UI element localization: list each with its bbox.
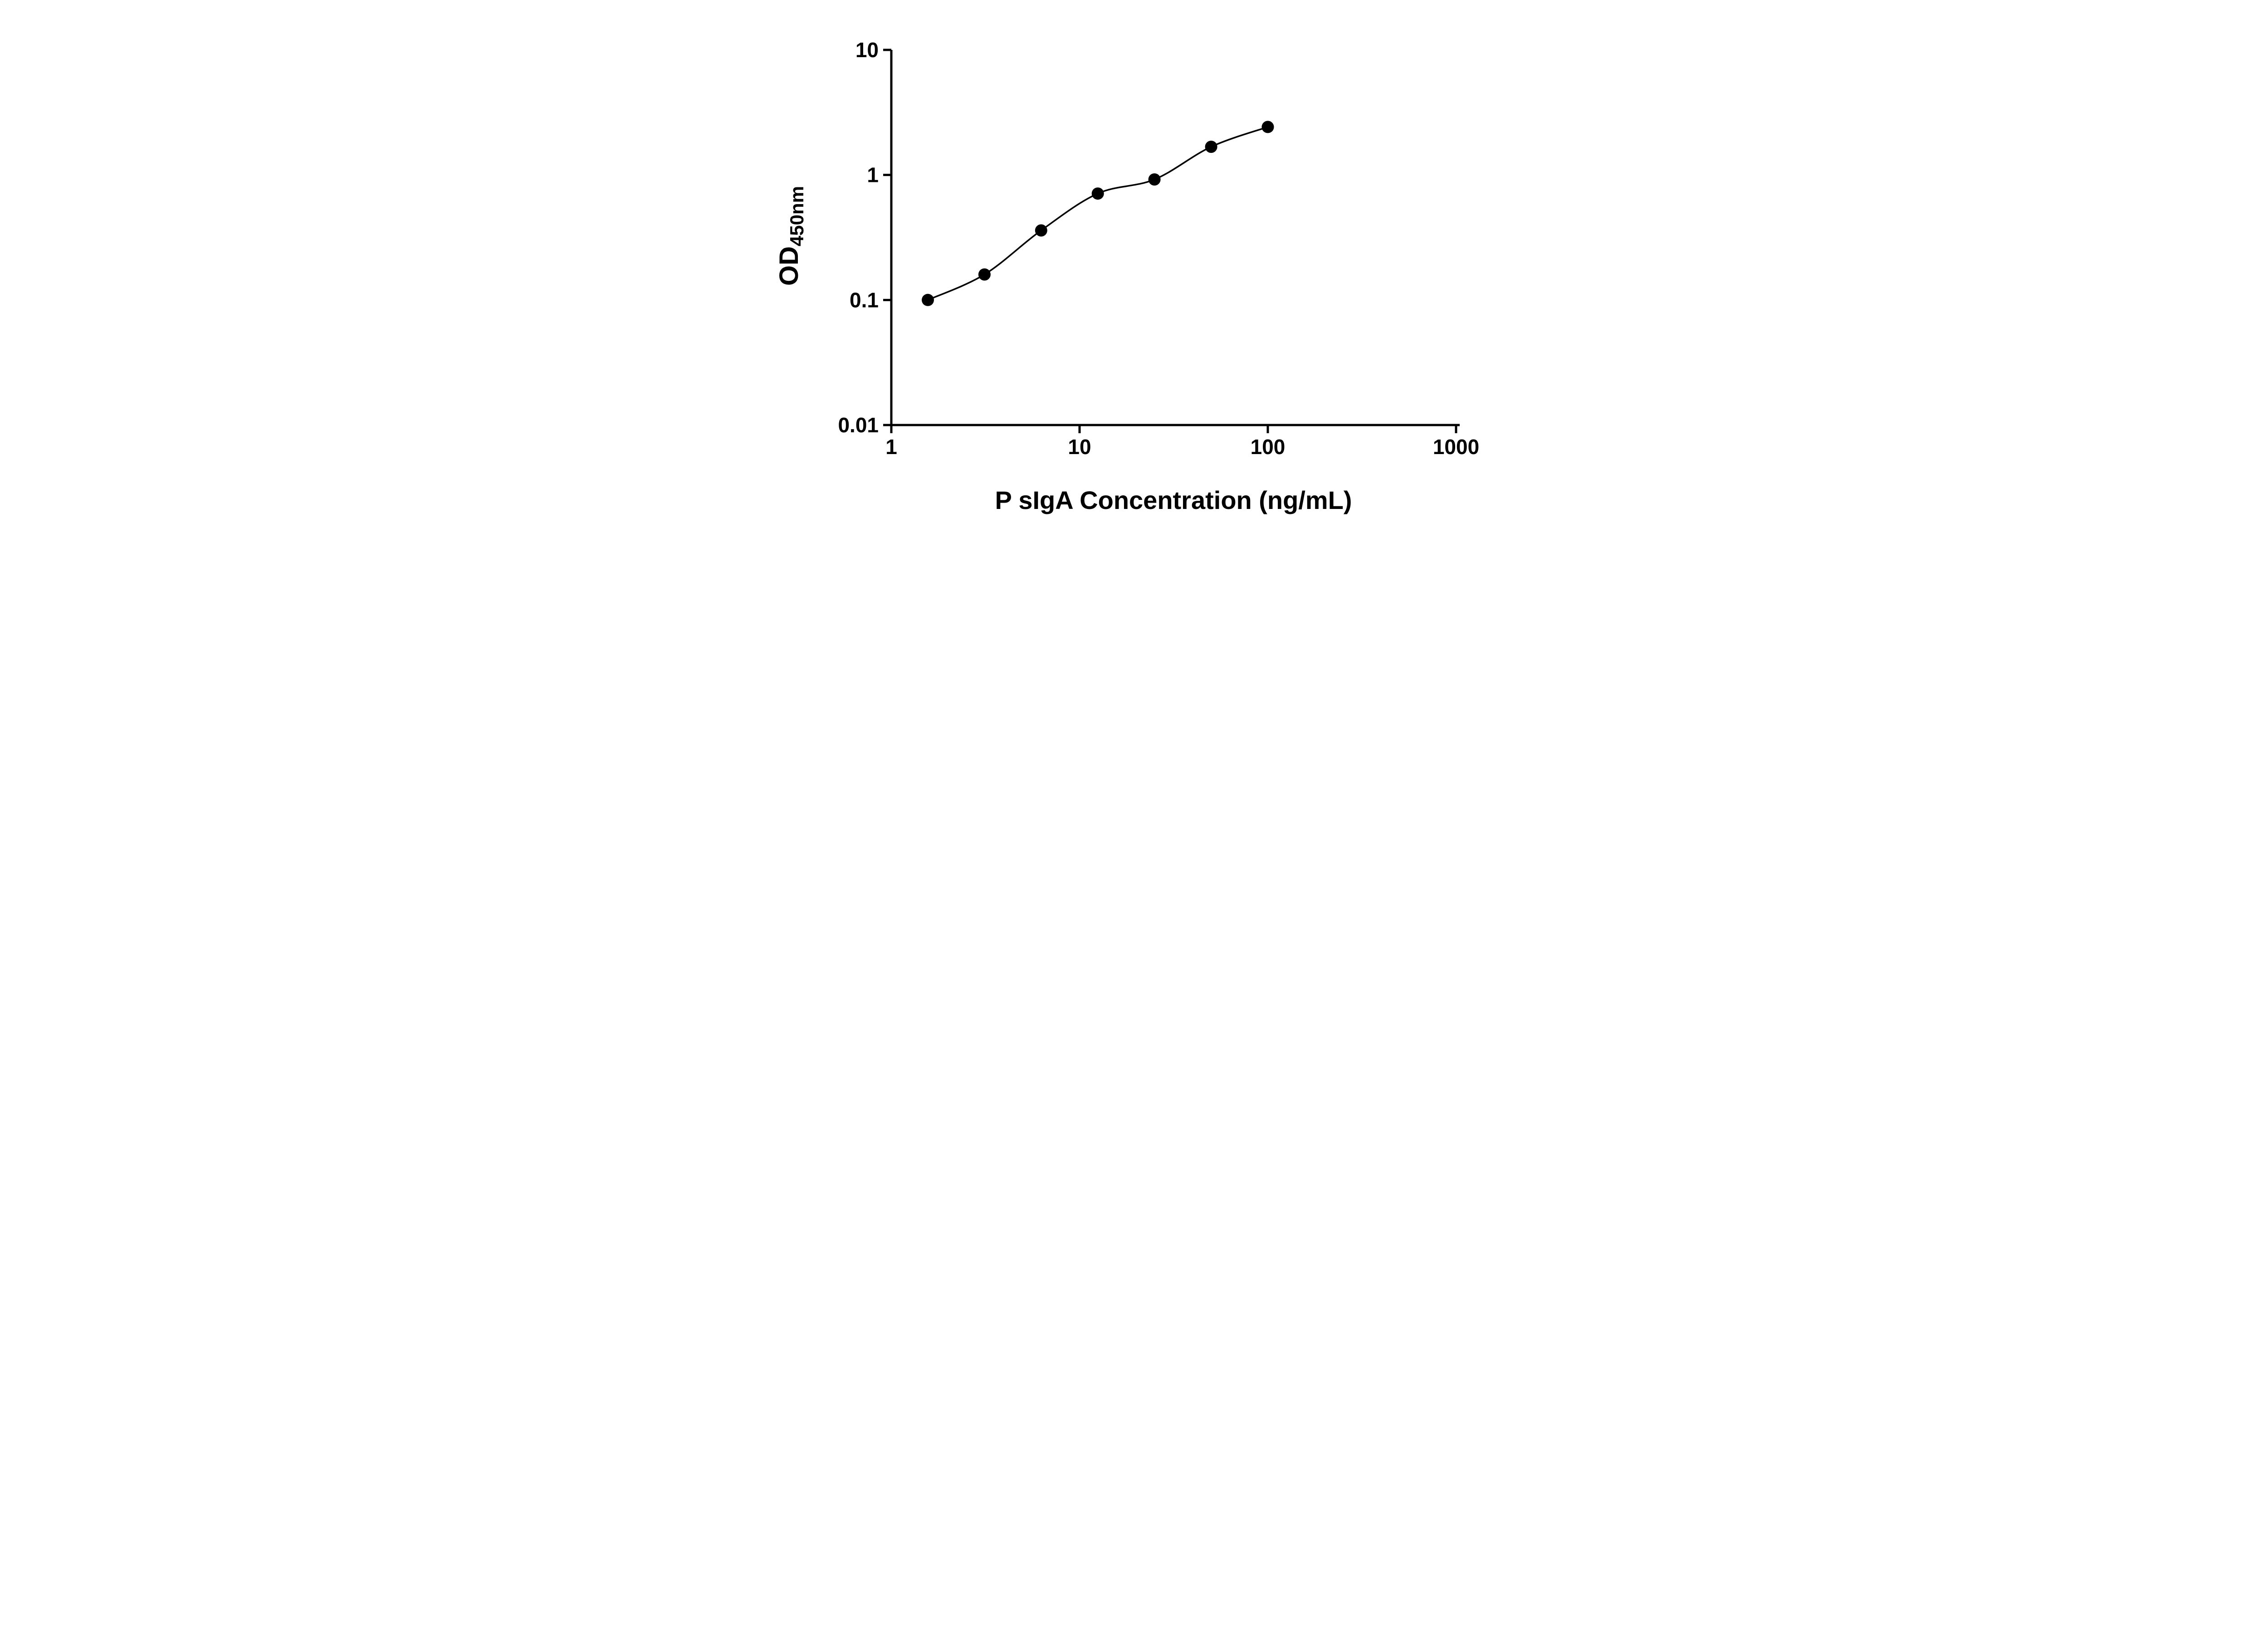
data-point xyxy=(978,268,991,281)
standard-curve-chart: 1 10 100 1000 0.01 0.1 1 10 P sIgA Concentratio… xyxy=(751,0,1517,544)
data-point xyxy=(1035,224,1047,237)
data-point xyxy=(1261,121,1274,133)
x-tick-label: 1000 xyxy=(1433,435,1479,459)
y-axis-title: OD450nm xyxy=(774,186,807,286)
x-tick-label: 1 xyxy=(885,435,897,459)
plot-dynamic-layer: 1 10 100 1000 0.01 0.1 1 10 xyxy=(838,38,1479,459)
data-point xyxy=(1091,187,1104,200)
y-tick-label: 1 xyxy=(867,163,879,187)
y-tick-label: 0.1 xyxy=(850,288,879,312)
y-tick-label: 0.01 xyxy=(838,413,879,437)
y-axis-title-main: OD xyxy=(774,246,804,286)
x-tick-label: 100 xyxy=(1251,435,1286,459)
x-axis-title: P sIgA Concentration (ng/mL) xyxy=(995,486,1352,514)
y-tick-label: 10 xyxy=(855,38,879,62)
x-tick-label: 10 xyxy=(1068,435,1091,459)
data-point xyxy=(1205,141,1217,153)
data-point xyxy=(1148,173,1161,186)
y-axis-title-subscript: 450nm xyxy=(786,186,807,246)
data-point xyxy=(922,293,934,306)
standard-curve-figure: 1 10 100 1000 0.01 0.1 1 10 P sIgA Concentratio… xyxy=(751,0,1517,544)
